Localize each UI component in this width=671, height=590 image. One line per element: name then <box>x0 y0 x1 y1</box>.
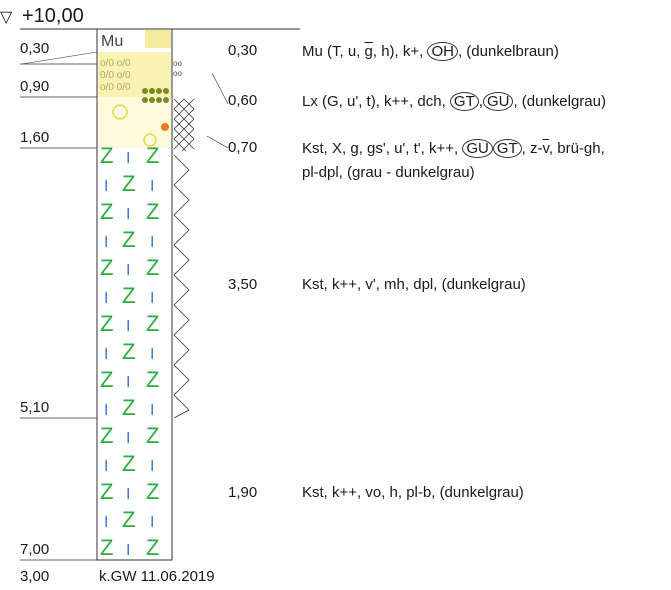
z-symbol: Z <box>146 199 159 224</box>
thickness-label: 3,50 <box>228 276 258 293</box>
i-symbol: I <box>126 374 130 391</box>
z-symbol: Z <box>146 535 159 560</box>
svg-text:0/0 o/0: 0/0 o/0 <box>100 70 131 81</box>
layer-description-3: Kst, X, g, gs', u', t', k++, GU GT, z-v, … <box>302 139 605 158</box>
z-symbol: Z <box>100 143 113 168</box>
z-symbol: Z <box>146 423 159 448</box>
i-symbol: I <box>126 430 130 447</box>
connector-1 <box>21 51 98 65</box>
z-symbol: Z <box>100 479 113 504</box>
thickness-label: 1,90 <box>228 484 258 501</box>
z-symbol: Z <box>100 199 113 224</box>
i-symbol: I <box>126 262 130 279</box>
symbol-pattern: Z I ZI Z IZ I ZI Z IZ I ZI Z IZ I ZI Z IZ I ZI Z IZ I ZI Z IZ I ZI… <box>100 143 159 560</box>
z-symbol: Z <box>122 283 135 308</box>
layer-description-5: Kst, k++, vo, h, pl-b, (dunkelgrau) <box>302 484 524 501</box>
layer-description-3-line2: pl-dpl, (grau - dunkelgrau) <box>302 164 475 181</box>
layer-description-1: Mu (T, u, g, h), k+, OH, (dunkelbraun) <box>302 42 559 61</box>
svg-text:o/0 0/0: o/0 0/0 <box>100 82 131 93</box>
i-symbol: I <box>104 458 108 475</box>
layer-description-2: Lx (G, u', t), k++, dch, GT, GU, (dunkelg… <box>302 92 606 111</box>
z-symbol: Z <box>122 339 135 364</box>
i-symbol: I <box>150 178 154 195</box>
i-symbol: I <box>150 402 154 419</box>
i-symbol: I <box>150 234 154 251</box>
i-symbol: I <box>104 514 108 531</box>
z-symbol: Z <box>122 507 135 532</box>
svg-text:o/0 o/0: o/0 o/0 <box>100 58 131 69</box>
z-symbol: Z <box>146 479 159 504</box>
z-symbol: Z <box>100 423 113 448</box>
i-symbol: I <box>150 290 154 307</box>
i-symbol: I <box>126 318 130 335</box>
layer-description-4: Kst, k++, v', mh, dpl, (dunkelgrau) <box>302 276 526 293</box>
svg-text:oo: oo <box>173 59 182 68</box>
i-symbol: I <box>104 234 108 251</box>
thickness-label: 0,30 <box>228 42 258 59</box>
i-symbol: I <box>104 402 108 419</box>
cross-hatch-pattern <box>173 98 195 419</box>
z-symbol: Z <box>146 367 159 392</box>
i-symbol: I <box>126 542 130 559</box>
total-depth: 3,00 <box>20 568 50 585</box>
i-symbol: I <box>126 486 130 503</box>
connector-2 <box>211 72 229 105</box>
i-symbol: I <box>150 346 154 363</box>
depth-label: 5,10 <box>20 399 50 416</box>
soil-group-circle: GT <box>449 92 479 111</box>
z-symbol: Z <box>100 311 113 336</box>
z-symbol: Z <box>122 227 135 252</box>
i-symbol: I <box>126 206 130 223</box>
elevation-value: +10,00 <box>22 5 84 27</box>
soil-group-circle: GU <box>482 92 514 111</box>
i-symbol: I <box>104 178 108 195</box>
log-column <box>96 28 173 561</box>
thickness-label: 0,70 <box>228 139 258 156</box>
elevation-marker-icon: ▽ <box>0 9 13 26</box>
z-symbol: Z <box>122 451 135 476</box>
depth-label: 0,30 <box>20 40 50 57</box>
z-symbol: Z <box>146 311 159 336</box>
i-symbol: I <box>150 458 154 475</box>
depth-label: 1,60 <box>20 129 50 146</box>
depth-label: 0,90 <box>20 78 50 95</box>
layer-fill-kst-gravel <box>98 88 171 148</box>
i-symbol: I <box>104 346 108 363</box>
profile-label-mu: Mu <box>101 33 123 50</box>
i-symbol: I <box>104 290 108 307</box>
thickness-label: 0,60 <box>228 92 258 109</box>
depth-label: 7,00 <box>20 541 50 558</box>
groundwater-note: k.GW 11.06.2019 <box>99 568 215 585</box>
z-symbol: Z <box>100 255 113 280</box>
connector-3 <box>206 135 229 149</box>
i-symbol: I <box>150 514 154 531</box>
z-symbol: Z <box>100 535 113 560</box>
soil-group-circle: GU <box>462 139 493 158</box>
soil-group-circle: OH <box>427 42 458 61</box>
z-symbol: Z <box>100 367 113 392</box>
z-symbol: Z <box>122 395 135 420</box>
soil-group-circle: GT <box>492 139 522 158</box>
svg-text:oo: oo <box>173 69 182 78</box>
z-symbol: Z <box>146 143 159 168</box>
z-symbol: Z <box>146 255 159 280</box>
i-symbol: I <box>126 150 130 167</box>
z-symbol: Z <box>122 171 135 196</box>
